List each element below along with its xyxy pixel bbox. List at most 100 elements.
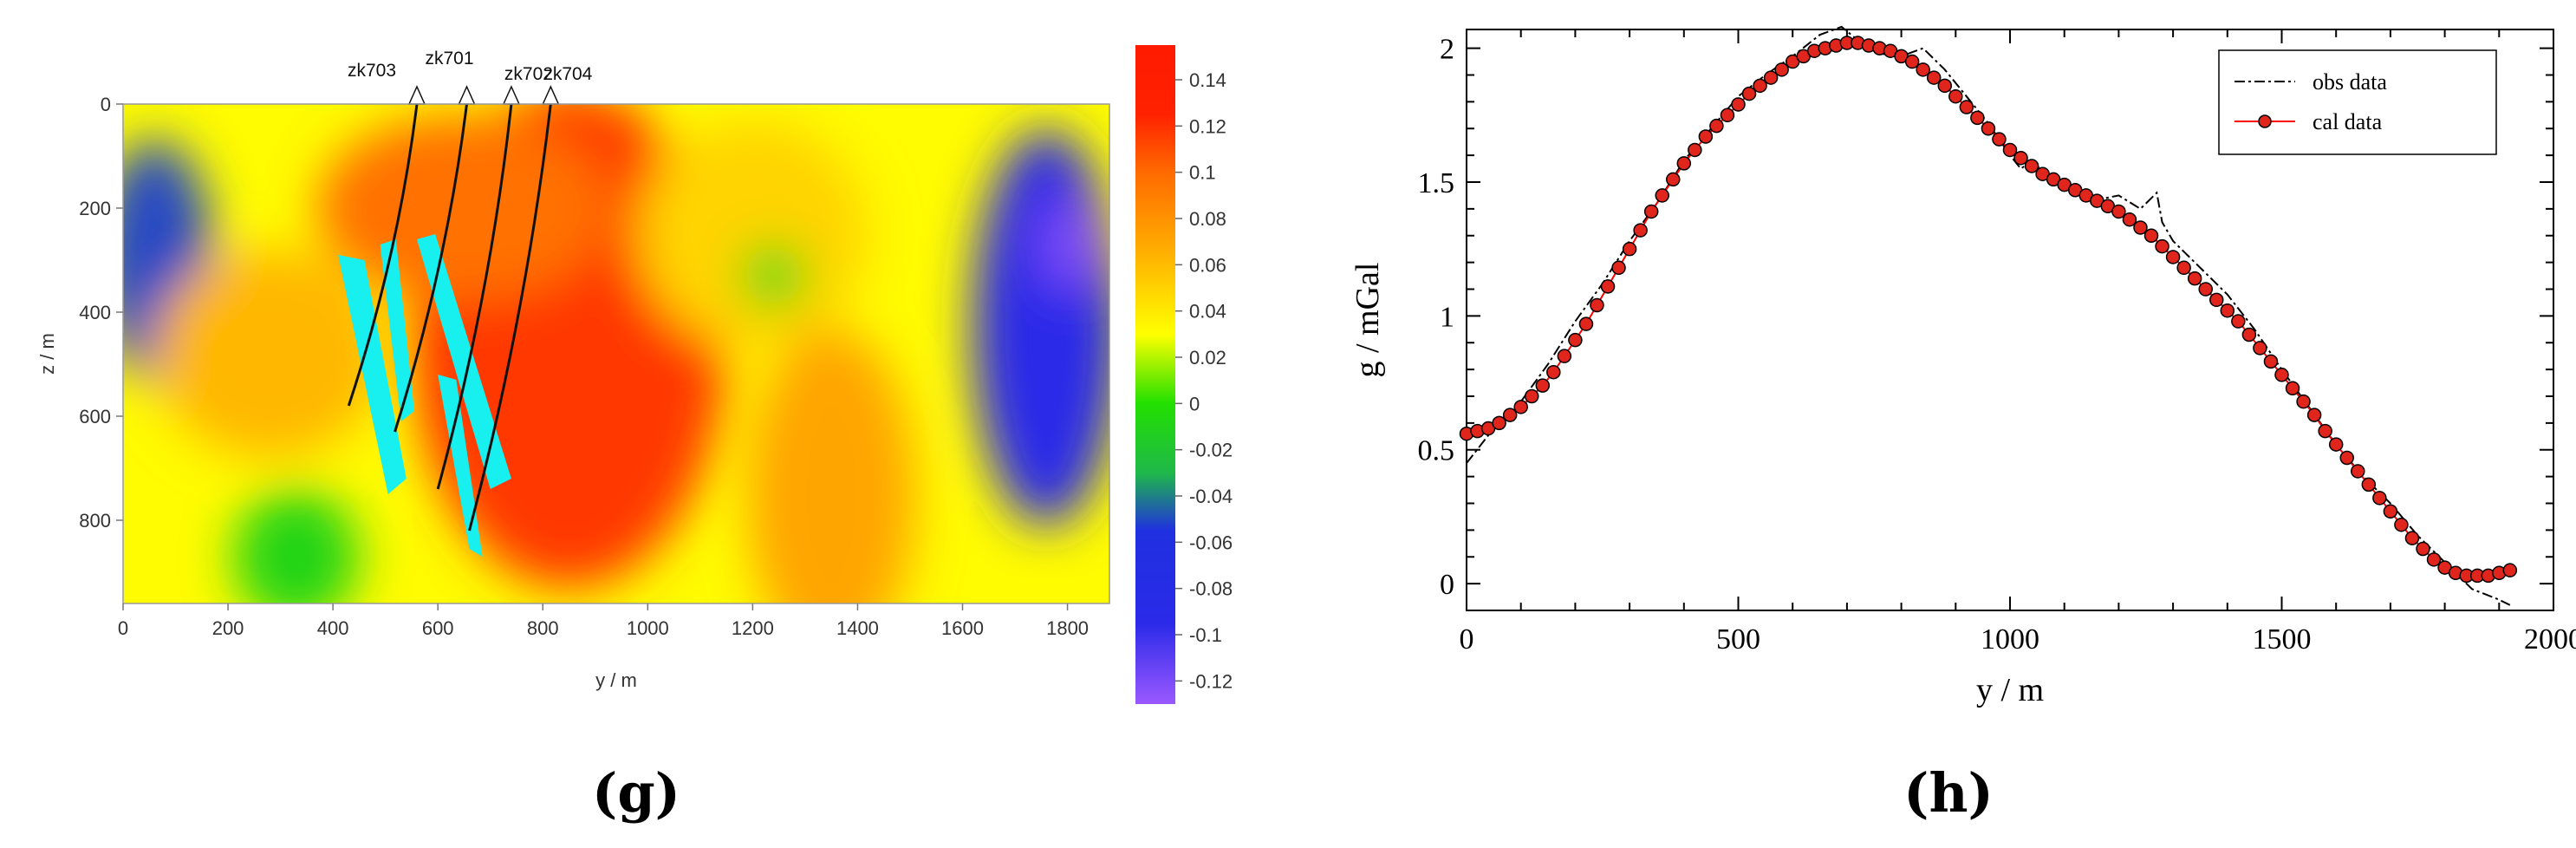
colorbar-tick-label: -0.02 (1189, 440, 1233, 461)
x-tick-label: 1800 (1046, 617, 1089, 639)
colorbar-tick-label: 0.08 (1189, 208, 1226, 230)
colorbar-tick-label: 0.04 (1189, 301, 1226, 323)
colorbar-tick-label: -0.08 (1189, 578, 1233, 600)
field-anomaly (1041, 198, 1104, 291)
x-tick-label: 1400 (836, 617, 879, 639)
cal-data-point (1524, 388, 1539, 404)
drillhole-trace (394, 103, 468, 433)
cal-data-point (1709, 118, 1724, 134)
cal-data-point (1731, 97, 1746, 112)
x-tick-label: 1600 (941, 617, 984, 639)
cal-data-point (2122, 212, 2137, 227)
colorbar-tick-label: -0.1 (1189, 624, 1222, 646)
legend-obs-label: obs data (2313, 69, 2387, 95)
y-tick-label: 0 (1440, 569, 1454, 601)
cal-data-point (2285, 381, 2300, 395)
y-tick-label: 1.5 (1418, 167, 1455, 199)
cal-data-point (1774, 62, 1789, 77)
line-chart-x-label: y / m (1976, 672, 2044, 708)
field-anomaly (154, 250, 386, 458)
cal-data-point (2187, 271, 2202, 286)
heatmap-x-label: y / m (595, 669, 637, 691)
cal-data-point (2143, 228, 2159, 243)
cal-data-point (2165, 250, 2181, 264)
cal-data-point (1666, 172, 1681, 187)
cal-data-point (1904, 54, 1920, 69)
colorbar: 0.14 0.12 0.1 0.08 0.06 0.04 0.02 0 -0.02 -0.04 -0… (1135, 45, 1233, 704)
field-anomaly (973, 130, 1109, 525)
drillhole-trace (436, 103, 513, 490)
cal-data-point (1981, 121, 1996, 136)
line-chart-x-axis: 0 500 1000 1500 2000 (1460, 29, 2576, 656)
colorbar-tick-label: -0.12 (1189, 670, 1233, 692)
cal-data-point (2024, 159, 2039, 173)
cal-data-point (2133, 220, 2148, 235)
y-tick-label: 400 (79, 302, 111, 323)
cal-data-point (1937, 78, 1953, 94)
cal-data-point (2176, 260, 2191, 276)
line-chart-y-label: g / mGal (1350, 263, 1386, 378)
cal-data-point (2209, 292, 2224, 308)
cal-data-point (2416, 541, 2430, 557)
drillhole-collar-icon (458, 85, 476, 105)
cal-data-point (2231, 314, 2246, 329)
colorbar-tick-label: 0.1 (1189, 162, 1216, 184)
colorbar-tick-label: 0.12 (1189, 115, 1226, 137)
legend-cal-swatch-marker (2258, 114, 2272, 128)
x-tick-label: 0 (1460, 623, 1474, 656)
cal-data-point (1578, 316, 1594, 331)
cal-data-point (2426, 552, 2442, 567)
cal-data-point (1698, 129, 1714, 144)
cal-data-point (1741, 86, 1757, 101)
ore-bodies (338, 234, 511, 557)
cal-data-point (1546, 364, 1561, 380)
field-anomaly (747, 328, 916, 603)
cal-data-point (1992, 132, 2007, 147)
cal-data-point (1959, 100, 1974, 114)
colorbar-tick-label: 0.06 (1189, 254, 1226, 276)
x-tick-label: 1000 (1981, 623, 2039, 656)
cal-data-point (1688, 142, 1702, 158)
y-tick-label: 2 (1440, 34, 1454, 66)
drillhole-label: zk703 (348, 61, 396, 81)
y-tick-label: 0 (101, 94, 111, 115)
cal-data-point (1622, 241, 1637, 257)
panel-label-g: (g) (592, 761, 680, 825)
ore-body (380, 239, 414, 421)
cal-data-point (2351, 464, 2365, 479)
drillhole-label: zk702 (504, 64, 553, 84)
cal-series (1459, 36, 2518, 584)
ore-body (416, 234, 511, 489)
cal-data-point (2383, 504, 2398, 519)
colorbar-ticks: 0.14 0.12 0.1 0.08 0.06 0.04 0.02 0 -0.02 -0.04 -0… (1175, 69, 1233, 692)
field-anomaly (637, 120, 868, 349)
y-tick-label: 600 (79, 406, 111, 427)
field-anomaly (233, 489, 360, 603)
cal-data-point (1611, 260, 1626, 276)
colorbar-gradient (1135, 45, 1175, 704)
cal-data-point (1926, 70, 1942, 85)
y-tick-label: 1 (1440, 301, 1454, 333)
x-tick-label: 800 (527, 617, 559, 639)
cal-data-point (1492, 415, 1506, 431)
cal-data-point (1568, 332, 1583, 348)
legend-box (2218, 49, 2497, 155)
drillhole-label: zk704 (543, 64, 592, 84)
cal-data-point (2002, 142, 2018, 158)
cal-data-point (1535, 378, 1551, 393)
x-tick-label: 400 (317, 617, 349, 639)
cal-data-point (2263, 354, 2279, 369)
heatmap-y-axis: 0 200 400 600 800 (79, 94, 123, 532)
cal-data-point (2306, 408, 2322, 422)
panel-label-h: (h) (1903, 761, 1994, 825)
cal-data-point (1557, 349, 1572, 363)
colorbar-tick-label: 0 (1189, 393, 1200, 414)
cal-data-point (2361, 477, 2377, 492)
cal-data-point (1676, 156, 1692, 171)
cal-data-point (2404, 531, 2420, 545)
cal-data-point (1763, 70, 1779, 85)
colorbar-tick-label: -0.06 (1189, 532, 1233, 553)
cal-data-point (1600, 279, 1616, 294)
cal-data-point (2241, 327, 2257, 342)
